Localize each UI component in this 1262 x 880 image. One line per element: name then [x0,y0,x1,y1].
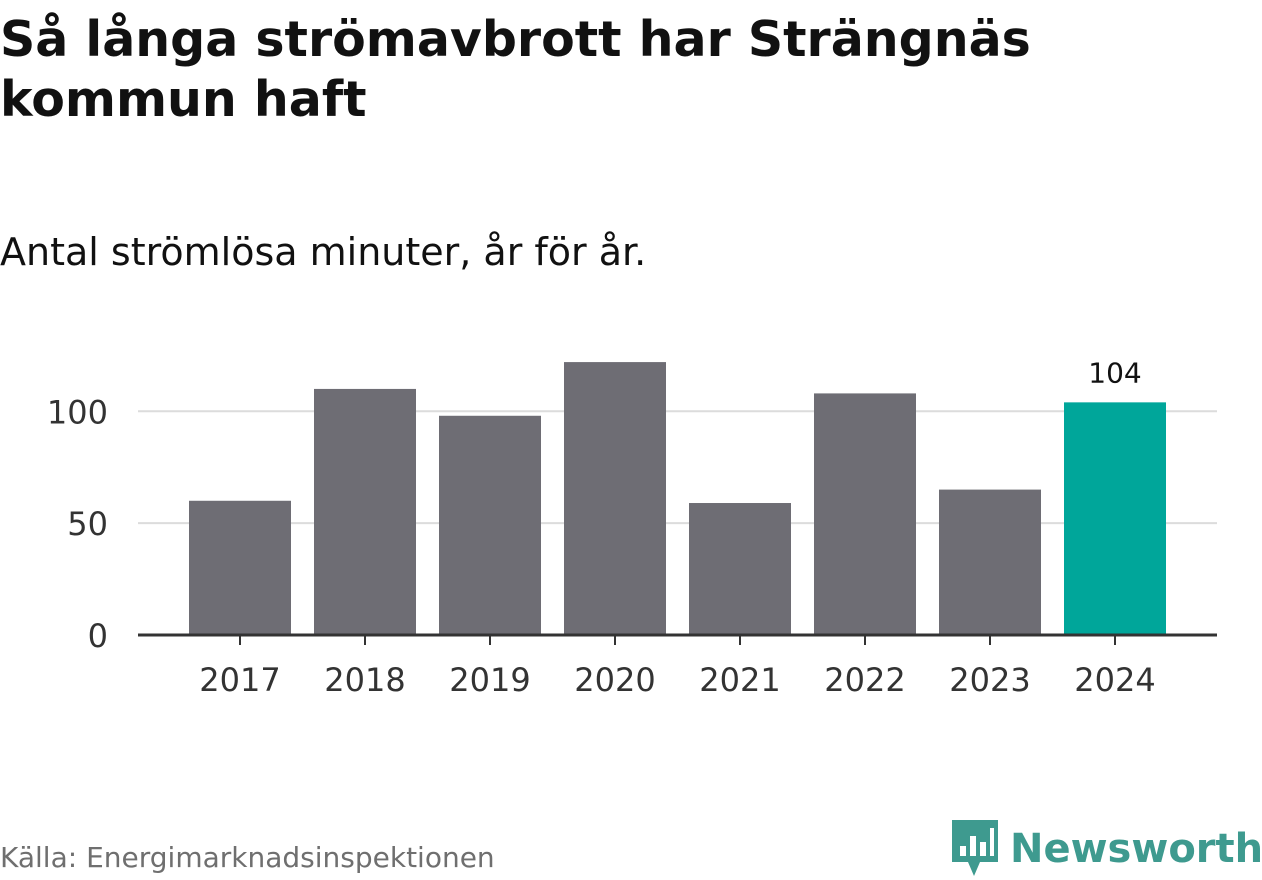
y-tick-label-0: 0 [88,617,108,655]
x-tick-label-2017: 2017 [199,661,280,699]
y-tick-label-50: 50 [67,505,108,543]
brand-name: Newsworthy [1010,826,1262,872]
source-note: Källa: Energimarknadsinspektionen [0,841,495,874]
bar-2019 [439,415,541,635]
bar-2017 [189,500,291,635]
x-tick-label-2019: 2019 [449,661,530,699]
bar-2024 [1064,402,1166,635]
x-tick-label-2022: 2022 [824,661,905,699]
newsworthy-logo-icon [952,820,998,876]
x-tick-label-2024: 2024 [1074,661,1155,699]
x-tick-label-2018: 2018 [324,661,405,699]
chart-subtitle: Antal strömlösa minuter, år för år. [0,230,647,274]
y-tick-label-100: 100 [47,393,108,431]
x-tick-label-2023: 2023 [949,661,1030,699]
bar-2022 [814,393,916,635]
bar-2023 [939,489,1041,635]
bar-2018 [314,388,416,635]
bar-2020 [564,362,666,635]
x-tick-label-2021: 2021 [699,661,780,699]
data-label-2024: 104 [1088,356,1141,389]
chart-title: Så långa strömavbrott har Strängnäs komm… [0,11,1031,128]
x-tick-label-2020: 2020 [574,661,655,699]
bar-2021 [689,503,791,635]
brand-logo: Newsworthy [950,818,1262,880]
bar-chart: 0 50 100 2017 2018 2019 2020 2021 2022 2023 2024 10… [47,356,1217,699]
